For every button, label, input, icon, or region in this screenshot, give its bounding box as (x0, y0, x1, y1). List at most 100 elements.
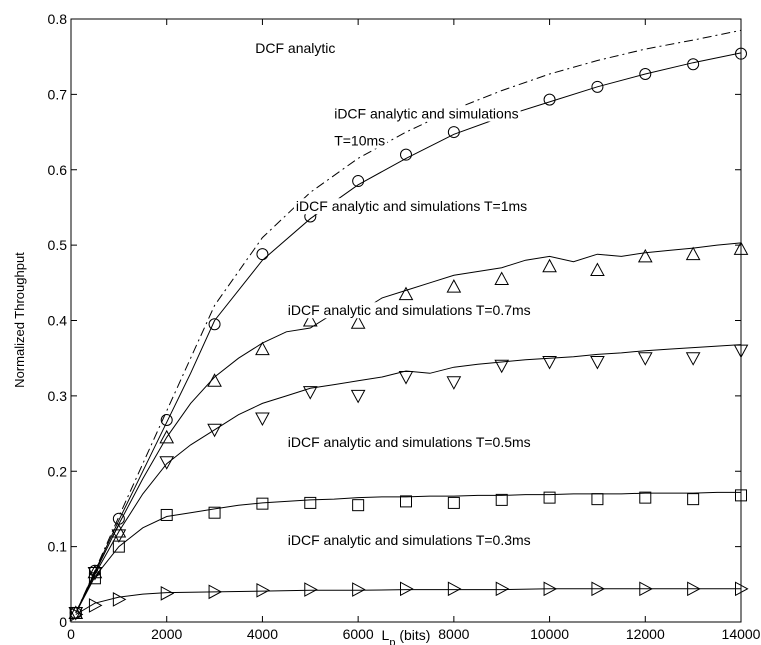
triangle-up-marker (542, 258, 557, 273)
square-marker (400, 495, 412, 508)
triangle-down-marker (590, 355, 605, 370)
square-marker (160, 508, 173, 521)
axis-ticks: 0 2000 4000 6000 8000 10000 12000 14000 0 0.1 0.2 0… (48, 11, 761, 642)
x-tick-label: 4000 (247, 626, 278, 642)
square-marker (447, 496, 460, 509)
triangle-up-marker (446, 279, 462, 293)
circle-marker (256, 248, 269, 261)
triangle-right-marker (112, 592, 127, 607)
triangle-right-marker (352, 582, 366, 597)
y-axis-label: Normalized Throughput (12, 252, 27, 388)
triangle-down-marker (494, 359, 510, 374)
y-tick-label: 0.2 (48, 463, 68, 479)
triangle-down-marker (446, 376, 462, 390)
triangle-down-marker (87, 567, 103, 581)
annotation-label: iDCF analytic and simulations (334, 105, 518, 121)
annotation-background (332, 105, 521, 122)
triangle-right-marker (447, 581, 462, 597)
triangle-right-marker (160, 586, 175, 601)
square-marker (304, 496, 317, 509)
y-tick-label: 0.1 (48, 539, 68, 555)
y-tick-label: 0.3 (48, 388, 68, 404)
circle-marker (639, 68, 652, 81)
annotation-background (285, 434, 533, 451)
y-tick-label: 0.6 (48, 162, 68, 178)
y-tick-label: 0.4 (48, 313, 68, 329)
triangle-up-marker (685, 246, 701, 261)
x-tick-label: 14000 (722, 626, 761, 642)
triangle-down-marker (542, 355, 557, 370)
square-marker (352, 499, 365, 512)
annotation-label: iDCF analytic and simulations T=0.3ms (288, 532, 531, 548)
annotation-label: iDCF analytic and simulations T=1ms (296, 198, 527, 214)
triangle-right-marker (69, 607, 84, 622)
triangle-up-marker (637, 248, 653, 263)
y-tick-label: 0.8 (48, 11, 68, 27)
circle-marker (208, 318, 221, 331)
triangle-down-marker (111, 529, 127, 543)
circle-marker (160, 413, 173, 426)
square-marker (112, 540, 125, 553)
x-axis-label-main: L (382, 627, 390, 643)
square-marker (495, 493, 508, 506)
triangle-right-marker (543, 581, 558, 597)
y-tick-label: 0 (59, 614, 67, 630)
annotation-label: iDCF analytic and simulations T=0.5ms (288, 434, 531, 450)
x-tick-label: 12000 (626, 626, 665, 642)
x-tick-label: 8000 (438, 626, 469, 642)
triangle-up-marker (159, 429, 175, 444)
annotation-label: T=10ms (334, 133, 385, 149)
annotation-background (285, 532, 533, 549)
circle-marker (400, 148, 412, 161)
series-line-5 (75, 344, 742, 614)
x-tick-label: 6000 (343, 626, 374, 642)
x-axis-label: Lp (bits) (382, 627, 431, 645)
triangle-up-marker (207, 373, 222, 387)
annotation-label: iDCF analytic and simulations T=0.7ms (288, 302, 531, 318)
square-marker (687, 493, 700, 506)
y-tick-label: 0.7 (48, 86, 68, 102)
triangle-right-marker (256, 583, 270, 598)
square-marker (639, 491, 652, 504)
triangle-down-marker (350, 389, 366, 404)
circle-marker (352, 175, 365, 188)
triangle-right-marker (639, 581, 653, 597)
circle-marker (687, 58, 700, 71)
triangle-right-marker (400, 581, 414, 597)
x-axis-label-unit: (bits) (395, 627, 430, 643)
triangle-up-marker (350, 315, 366, 329)
circle-marker (591, 80, 604, 93)
triangle-right-marker (591, 581, 605, 597)
triangle-down-marker (637, 352, 653, 366)
triangle-down-marker (302, 386, 318, 400)
triangle-down-marker (255, 412, 270, 427)
annotations: DCF analytic iDCF analytic and simulation… (253, 39, 533, 549)
triangle-up-marker (398, 286, 414, 301)
square-marker (543, 491, 556, 504)
triangle-up-marker (255, 341, 270, 356)
x-tick-label: 10000 (530, 626, 569, 642)
triangle-right-marker (88, 598, 103, 613)
triangle-down-marker (398, 371, 414, 385)
triangle-right-marker (304, 582, 318, 597)
annotation-background (293, 198, 530, 215)
series-line-7 (75, 491, 741, 614)
triangle-down-marker (159, 456, 175, 470)
triangle-down-marker (685, 352, 701, 366)
circle-marker (447, 126, 460, 139)
triangle-right-marker (208, 584, 223, 600)
square-marker (256, 497, 269, 510)
square-marker (88, 572, 101, 585)
circle-marker (543, 93, 556, 106)
triangle-up-marker (494, 271, 510, 286)
triangle-up-marker (302, 312, 318, 327)
square-marker (591, 493, 604, 506)
square-marker (208, 506, 221, 519)
triangle-right-marker (495, 581, 510, 597)
x-axis-label-subscript: p (389, 637, 395, 645)
annotation-label: DCF analytic (255, 40, 335, 56)
series-line-3 (75, 242, 742, 614)
triangle-up-marker (590, 262, 605, 276)
triangle-right-marker (687, 581, 701, 597)
